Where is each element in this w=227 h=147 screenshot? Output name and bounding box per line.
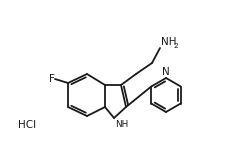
Text: F: F — [49, 74, 55, 84]
Text: NH: NH — [160, 37, 176, 47]
Text: N: N — [161, 67, 169, 77]
Text: 2: 2 — [172, 43, 177, 49]
Text: NH: NH — [114, 120, 128, 129]
Text: HCl: HCl — [18, 120, 36, 130]
